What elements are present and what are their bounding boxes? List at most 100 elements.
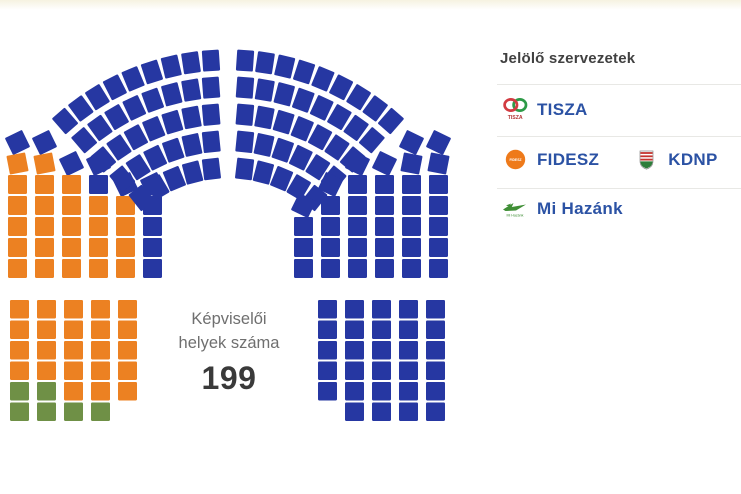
legend-label-mi-hazank: Mi Hazánk [537,199,623,218]
seat [10,402,29,421]
svg-text:Mi Hazánk: Mi Hazánk [507,214,524,218]
seat [324,134,350,161]
seat [375,175,394,194]
seat [429,217,448,236]
total-seats-value: 199 [201,360,257,396]
seat [118,361,137,380]
seat [62,259,81,278]
seat [235,49,255,72]
seat [255,51,275,75]
tisza-logo-icon: TISZA [500,97,530,122]
seat [348,217,367,236]
svg-text:TISZA: TISZA [507,115,522,121]
seat [143,217,162,236]
seat [402,196,421,215]
seat [109,165,136,192]
seat [290,116,314,142]
seat [293,59,316,85]
seat [235,103,255,126]
seat [37,341,56,360]
seat [375,196,394,215]
seat [35,259,54,278]
seat [89,238,108,257]
seat [37,361,56,380]
seat [348,259,367,278]
seat [71,127,97,154]
legend-entry-mi-hazank: Mi Hazánk Mi Hazánk [500,199,623,219]
seat [426,402,445,421]
seat [161,109,184,135]
svg-text:FIDESZ: FIDESZ [509,158,521,162]
seat [140,59,163,85]
seat [201,76,221,99]
seat [62,238,81,257]
seat [33,152,56,175]
seat [145,174,170,201]
seat [378,108,404,135]
seat [90,146,117,173]
seat [399,402,418,421]
legend-entry-tisza: TISZA TISZA [500,97,588,122]
seat [318,320,337,339]
seat [345,320,364,339]
seat [235,76,255,99]
legend-entry-kdnp: KDNP [631,150,717,170]
seat [91,320,110,339]
seat [118,382,137,401]
seat [343,114,369,141]
seat [311,66,335,92]
seat [318,300,337,319]
seat [294,259,313,278]
seat [123,124,148,151]
legend-entry-fidesz: FIDESZ FIDESZ [500,149,599,170]
seat [286,174,311,201]
seat [87,114,113,141]
seat [372,402,391,421]
seat [10,361,29,380]
legend-divider [497,84,741,85]
kdnp-logo-icon [631,150,661,170]
seat [375,217,394,236]
legend-label-fidesz: FIDESZ [537,149,600,169]
seat-count-caption-line2: helyek száma [178,334,280,352]
seat [64,402,83,421]
seat [142,116,166,142]
seat [345,300,364,319]
seat [118,320,137,339]
seat [399,341,418,360]
fidesz-logo-icon: FIDESZ [500,149,530,170]
seat [426,382,445,401]
seat [305,154,331,181]
legend-divider [497,188,741,189]
seat [321,196,340,215]
seat [35,217,54,236]
seat [5,130,30,155]
seat [10,382,29,401]
seat [399,320,418,339]
seat [91,402,110,421]
seat [426,130,451,155]
seat [348,238,367,257]
seat [372,151,397,176]
seat [143,259,162,278]
seat [59,151,84,176]
seat [37,320,56,339]
seat-count-label: Képviselői helyek száma 199 [148,307,310,396]
seat [372,382,391,401]
seat [292,87,315,113]
seat [89,175,108,194]
seat-count-caption-line1: Képviselői [191,310,267,328]
seat [162,166,186,192]
seat [348,175,367,194]
seat [309,95,334,121]
legend-divider [497,136,741,137]
seat [125,154,151,181]
seat [345,361,364,380]
seat [64,382,83,401]
seat [35,238,54,257]
seat [201,103,221,126]
seat [291,193,316,218]
seat [375,259,394,278]
seat [91,341,110,360]
seat [64,320,83,339]
